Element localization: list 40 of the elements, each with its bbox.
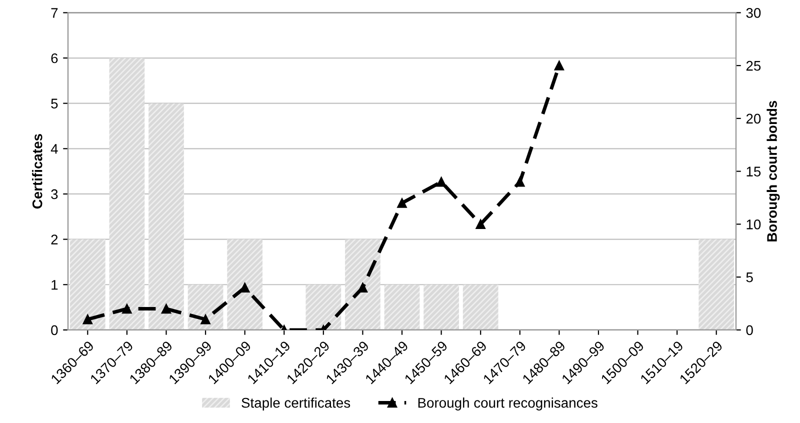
bar (306, 284, 342, 330)
y2-axis-title: Borough court bonds (766, 100, 780, 242)
legend-label: Borough court recognisances (418, 398, 598, 410)
point (358, 282, 368, 292)
point (161, 304, 172, 314)
y2-tick-label: 10 (746, 220, 761, 230)
bar (345, 239, 380, 330)
y2-tick-label: 15 (746, 166, 761, 176)
y2-tick-label: 25 (746, 60, 761, 71)
bar (148, 103, 184, 330)
bar (227, 239, 263, 330)
point (82, 314, 93, 324)
y-axis-title: Certificates (32, 134, 42, 209)
y-tick-label: 0 (51, 325, 58, 336)
y-tick-label: 3 (51, 189, 58, 200)
y-tick-label: 6 (51, 53, 58, 64)
bar (70, 239, 106, 330)
bar (188, 284, 224, 330)
y2-tick-label: 30 (746, 8, 761, 18)
bar (109, 58, 145, 330)
point (122, 304, 132, 314)
bar (424, 284, 459, 330)
y-tick-label: 2 (51, 234, 58, 244)
y-tick-label: 4 (50, 144, 58, 154)
y2-tick-label: 20 (746, 114, 761, 124)
point (436, 177, 446, 187)
point (476, 219, 486, 230)
point (554, 60, 564, 70)
y2-tick-label: 5 (746, 272, 753, 282)
y-tick-label: 1 (52, 280, 58, 290)
y2-tick-label: 0 (746, 325, 753, 336)
y-tick-label: 7 (51, 8, 58, 18)
bar (462, 284, 498, 330)
bar (698, 239, 734, 330)
point (515, 177, 525, 187)
legend-label: Staple certificates (242, 398, 350, 410)
y-tick-label: 5 (51, 98, 58, 108)
point (397, 198, 407, 208)
bar (384, 284, 420, 330)
point (200, 314, 210, 324)
